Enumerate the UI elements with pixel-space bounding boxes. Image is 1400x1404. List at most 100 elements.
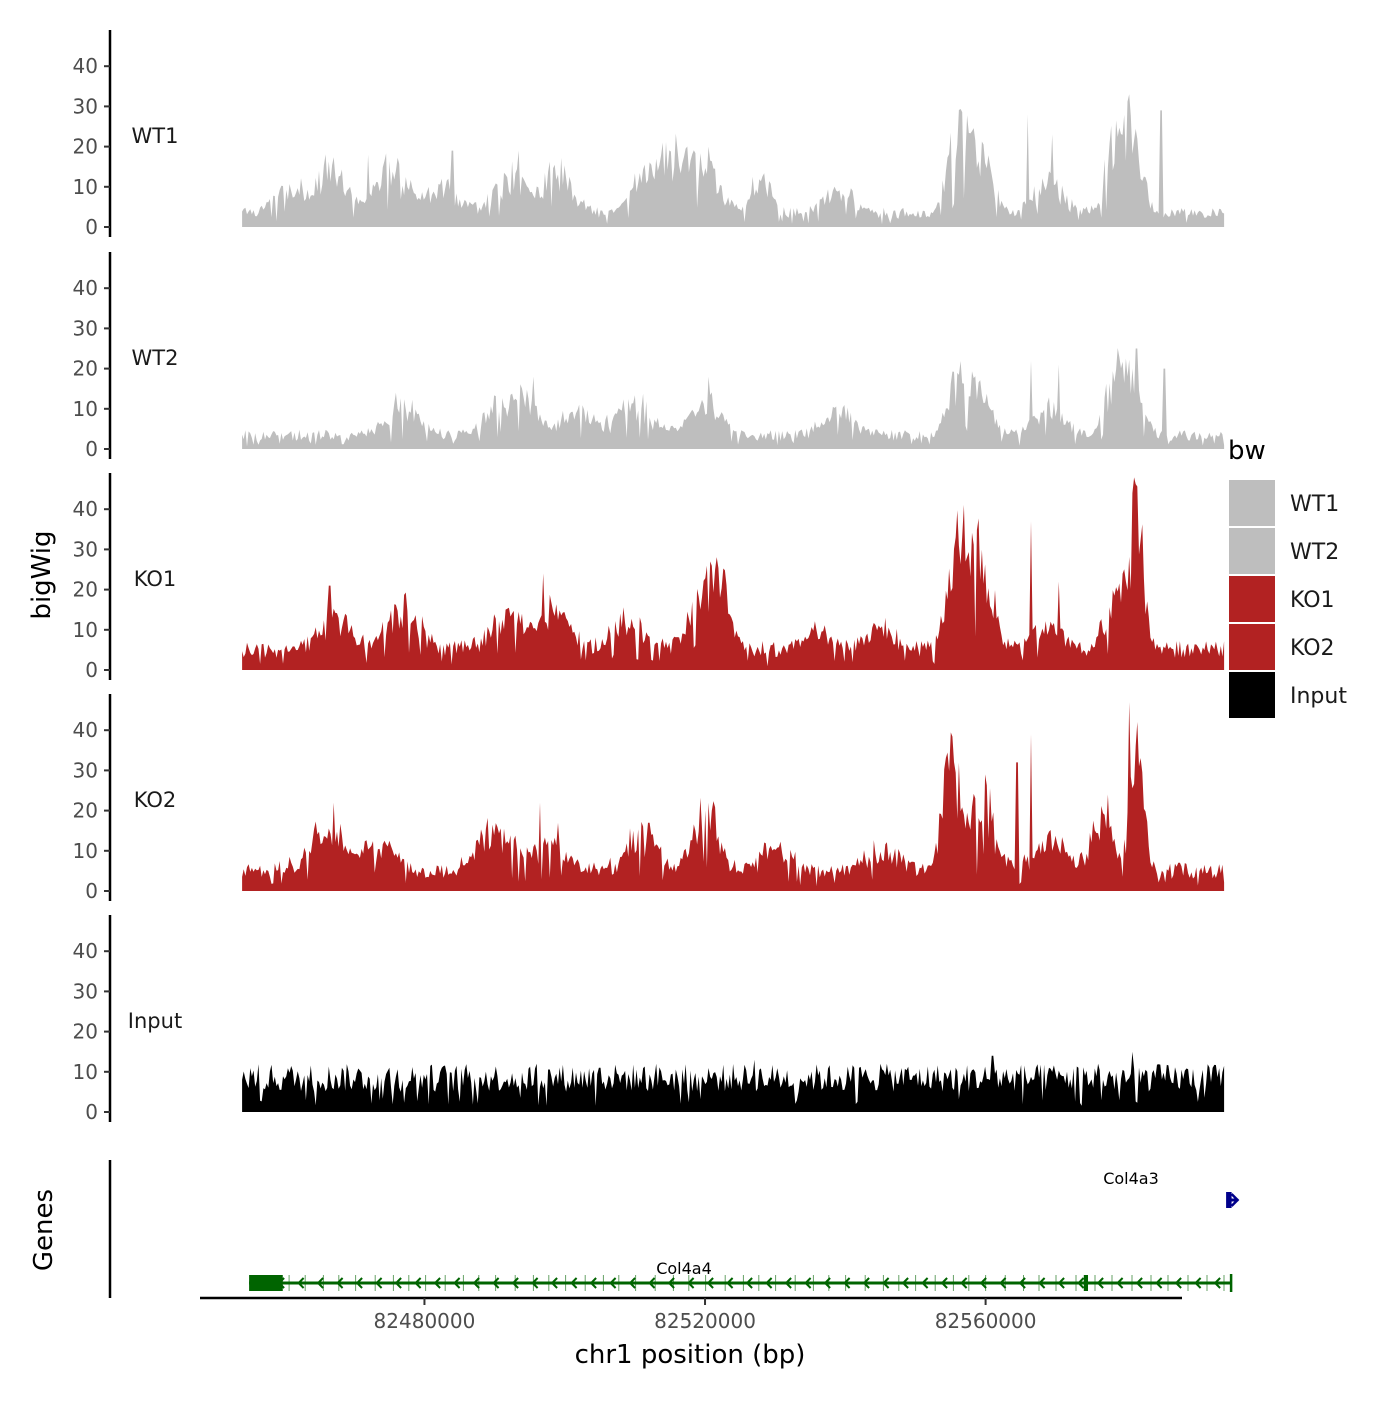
gene-strand-arrow-Col4a4 [492,1277,500,1289]
gene-strand-arrow-Col4a4 [375,1277,383,1289]
gene-label-Col4a4: Col4a4 [656,1259,712,1278]
signal-area-WT1 [242,94,1225,227]
gene-label-Col4a3: Col4a3 [1103,1169,1159,1188]
y-tick-label-WT2-0: 0 [85,437,98,461]
track-label-Input: Input [128,1009,182,1033]
x-tick-label-82480000: 82480000 [374,1309,476,1333]
y-tick-label-WT2-20: 20 [73,357,98,381]
gene-strand-arrow-Col4a4 [609,1277,617,1289]
gene-strand-arrow-Col4a4 [784,1277,792,1289]
gene-strand-arrow-Col4a4 [726,1277,734,1289]
legend-label-WT1: WT1 [1290,492,1339,517]
gene-strand-arrow-Col4a4 [1135,1277,1143,1289]
gene-strand-arrow-Col4a4 [843,1277,851,1289]
gene-strand-arrow-Col4a4 [648,1277,656,1289]
gene-strand-arrow-Col4a4 [862,1277,870,1289]
track-label-KO1: KO1 [134,567,177,591]
signal-area-Input [242,1051,1225,1112]
y-tick-label-KO2-30: 30 [73,758,98,782]
gene-strand-arrow-Col4a4 [550,1277,558,1289]
y-tick-label-WT1-0: 0 [85,215,98,239]
legend-swatch-WT2 [1229,528,1275,574]
gene-strand-arrow-Col4a3 [1230,1193,1240,1207]
y-tick-label-Input-30: 30 [73,979,98,1003]
y-tick-label-KO2-40: 40 [73,718,98,742]
gene-strand-arrow-Col4a4 [745,1277,753,1289]
y-tick-label-KO1-20: 20 [73,578,98,602]
gene-strand-arrow-Col4a4 [531,1277,539,1289]
y-tick-label-KO1-10: 10 [73,618,98,642]
legend-label-KO2: KO2 [1290,636,1335,661]
y-tick-label-KO2-10: 10 [73,839,98,863]
legend-label-KO1: KO1 [1290,588,1335,613]
gene-exon-Col4a4-1 [1083,1275,1089,1291]
legend-label-WT2: WT2 [1290,540,1339,565]
gene-strand-arrow-Col4a4 [1213,1277,1221,1289]
gene-strand-arrow-Col4a4 [589,1277,597,1289]
gene-strand-arrow-Col4a4 [433,1277,441,1289]
legend-swatch-Input [1229,672,1275,718]
y-tick-label-KO1-40: 40 [73,497,98,521]
genes-axis-title: Genes [29,1189,59,1271]
signal-area-WT2 [242,348,1225,449]
y-tick-label-Input-0: 0 [85,1100,98,1124]
gene-strand-arrow-Col4a4 [336,1277,344,1289]
gene-strand-arrow-Col4a4 [999,1277,1007,1289]
track-label-KO2: KO2 [134,788,177,812]
legend-label-Input: Input [1290,684,1347,709]
gene-strand-arrow-Col4a4 [1096,1277,1104,1289]
track-label-WT1: WT1 [132,124,179,148]
gene-strand-arrow-Col4a4 [1155,1277,1163,1289]
gene-strand-arrow-Col4a4 [414,1277,422,1289]
gene-strand-arrow-Col4a4 [297,1277,305,1289]
gene-strand-arrow-Col4a4 [940,1277,948,1289]
gene-strand-arrow-Col4a4 [1174,1277,1182,1289]
gene-strand-arrow-Col4a4 [921,1277,929,1289]
y-tick-label-Input-20: 20 [73,1020,98,1044]
gene-strand-arrow-Col4a4 [1057,1277,1065,1289]
y-tick-label-KO1-0: 0 [85,658,98,682]
legend-swatch-WT1 [1229,480,1275,526]
signal-area-KO2 [242,702,1225,891]
legend-title: bw [1228,436,1266,466]
gene-strand-arrow-Col4a4 [355,1277,363,1289]
gene-strand-arrow-Col4a4 [316,1277,324,1289]
y-tick-label-WT1-10: 10 [73,175,98,199]
gene-strand-arrow-Col4a4 [901,1277,909,1289]
gene-strand-arrow-Col4a4 [960,1277,968,1289]
y-tick-label-Input-40: 40 [73,939,98,963]
track-label-WT2: WT2 [132,346,179,370]
gene-strand-arrow-Col4a4 [453,1277,461,1289]
gene-strand-arrow-Col4a4 [1038,1277,1046,1289]
gene-exon-Col4a4-0 [249,1275,283,1291]
gene-strand-arrow-Col4a4 [706,1277,714,1289]
y-tick-label-KO2-20: 20 [73,799,98,823]
y-tick-label-WT1-20: 20 [73,135,98,159]
y-axis-title: bigWig [27,530,57,619]
gene-strand-arrow-Col4a4 [472,1277,480,1289]
signal-area-KO1 [242,477,1225,670]
y-tick-label-WT2-40: 40 [73,276,98,300]
gene-exon-Col4a3-0 [1227,1192,1232,1208]
y-tick-label-WT1-40: 40 [73,54,98,78]
y-tick-label-WT2-30: 30 [73,316,98,340]
y-tick-label-WT1-30: 30 [73,94,98,118]
y-tick-label-KO1-30: 30 [73,537,98,561]
gene-strand-arrow-Col4a4 [1194,1277,1202,1289]
gene-strand-arrow-Col4a4 [765,1277,773,1289]
gene-strand-arrow-Col4a4 [394,1277,402,1289]
x-tick-label-82520000: 82520000 [654,1309,756,1333]
gene-strand-arrow-Col4a4 [1116,1277,1124,1289]
x-axis-title: chr1 position (bp) [575,1340,806,1370]
gene-strand-arrow-Col4a4 [570,1277,578,1289]
gene-strand-arrow-Col4a4 [804,1277,812,1289]
legend-swatch-KO1 [1229,576,1275,622]
gene-strand-arrow-Col4a4 [667,1277,675,1289]
gene-strand-arrow-Col4a4 [1077,1277,1085,1289]
y-tick-label-KO2-0: 0 [85,879,98,903]
legend-swatch-KO2 [1229,624,1275,670]
gene-strand-arrow-Col4a4 [511,1277,519,1289]
gene-strand-arrow-Col4a4 [628,1277,636,1289]
